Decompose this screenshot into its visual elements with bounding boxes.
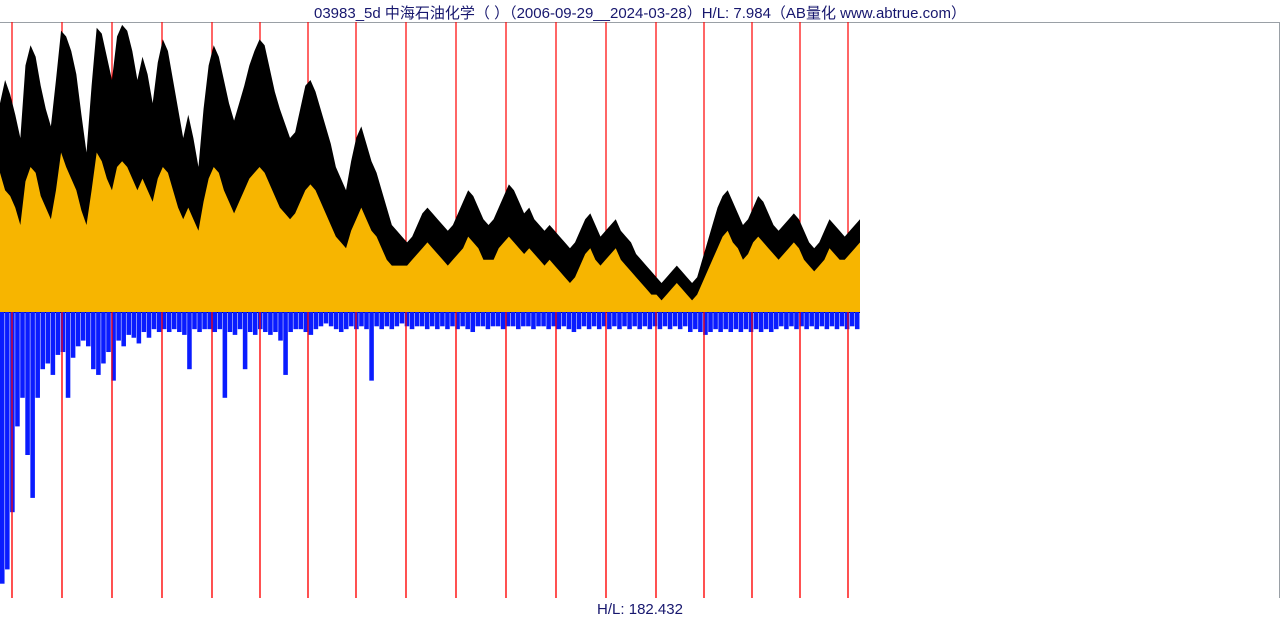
chart-svg [0, 22, 1280, 598]
chart-title: 03983_5d 中海石油化学（ ）（2006-09-29__2024-03-2… [0, 2, 1280, 23]
chart-footer: H/L: 182.432 [0, 601, 1280, 618]
chart-container [0, 22, 1280, 598]
